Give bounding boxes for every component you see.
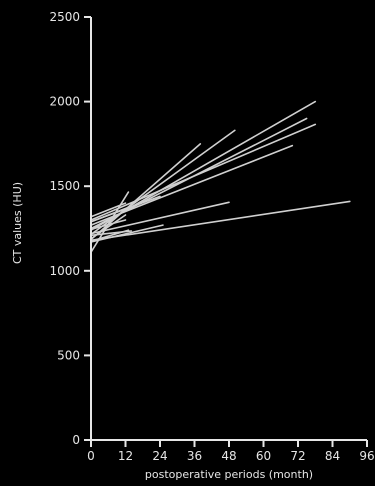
y-tick-label: 500 — [57, 348, 80, 362]
labels-layer: postoperative periods (month) CT values … — [11, 182, 313, 481]
series-line — [90, 123, 317, 221]
x-tick-label: 0 — [87, 449, 95, 463]
series-line — [90, 224, 164, 243]
x-tick-label: 12 — [118, 449, 133, 463]
series-line — [90, 206, 130, 223]
y-tick-label: 2500 — [49, 10, 80, 24]
x-tick-label: 96 — [359, 449, 374, 463]
y-tick-label: 1000 — [49, 264, 80, 278]
y-tick-label: 1500 — [49, 179, 80, 193]
y-axis-title: CT values (HU) — [11, 182, 24, 264]
axes-layer: 0 500 1000 1500 2000 2500 0 12 24 36 48 60 72 84 96 — [49, 10, 374, 463]
series-line — [90, 230, 133, 237]
y-tick-label: 2000 — [49, 95, 80, 109]
x-tick-label: 24 — [152, 449, 167, 463]
series-line — [90, 202, 127, 218]
y-tick-label: 0 — [72, 433, 80, 447]
series-line — [90, 200, 351, 242]
series-line — [90, 144, 294, 226]
series-line — [90, 219, 127, 231]
series-line — [90, 201, 230, 235]
x-tick-label: 36 — [187, 449, 202, 463]
x-tick-label: 48 — [221, 449, 236, 463]
series-line — [90, 191, 130, 253]
series-line — [90, 129, 236, 236]
x-tick-label: 84 — [325, 449, 340, 463]
x-tick-label: 60 — [256, 449, 271, 463]
series-layer — [90, 100, 351, 253]
x-tick-label: 72 — [290, 449, 305, 463]
x-axis-title: postoperative periods (month) — [145, 468, 313, 481]
